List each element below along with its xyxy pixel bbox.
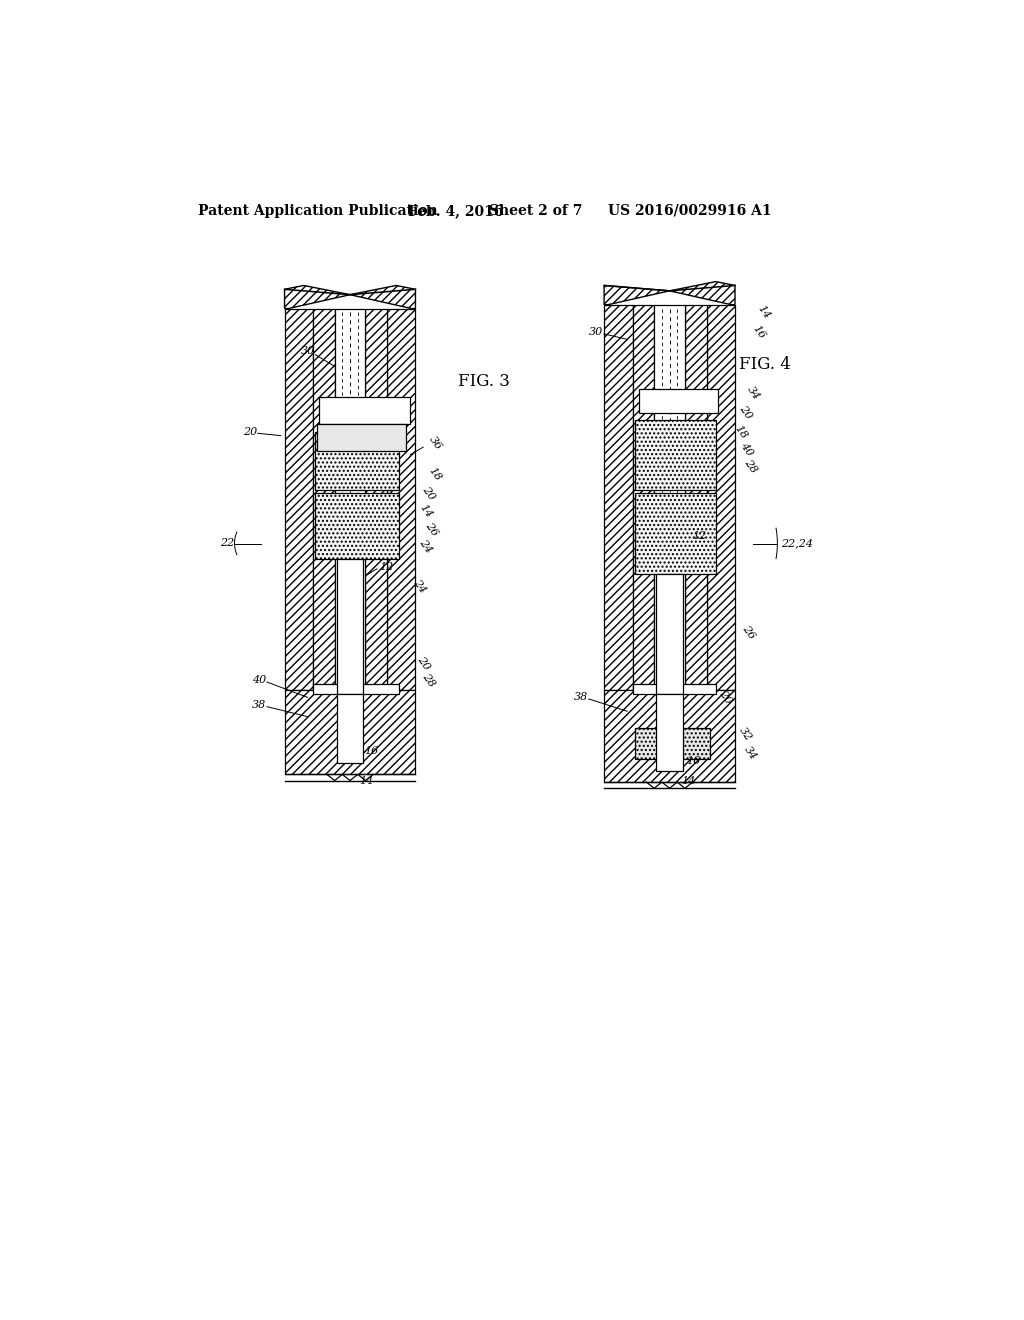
Text: Patent Application Publication: Patent Application Publication [199,203,438,218]
Text: 14: 14 [681,776,695,785]
Polygon shape [656,693,683,771]
Polygon shape [337,558,364,693]
Text: FIG. 3: FIG. 3 [458,374,510,391]
Text: 40: 40 [739,441,756,458]
Polygon shape [604,285,670,305]
Polygon shape [285,285,350,309]
Polygon shape [285,689,416,775]
Polygon shape [633,305,654,689]
Polygon shape [633,684,716,693]
Text: 38: 38 [252,700,266,710]
Polygon shape [387,309,416,689]
Text: 16: 16 [686,755,700,766]
Polygon shape [335,309,366,689]
Text: 24: 24 [412,577,428,594]
Text: 14: 14 [359,776,374,785]
Polygon shape [315,432,398,490]
Polygon shape [707,305,735,689]
Text: 22,24: 22,24 [781,539,813,548]
Text: 14: 14 [756,304,772,321]
Text: 28: 28 [742,458,759,475]
Text: 12: 12 [692,531,707,541]
Text: US 2016/0029916 A1: US 2016/0029916 A1 [608,203,772,218]
Text: 12: 12 [379,561,393,572]
Text: 34: 34 [742,744,759,762]
Polygon shape [654,305,685,689]
Polygon shape [313,309,335,689]
Text: 26: 26 [423,521,439,539]
Polygon shape [604,305,633,689]
Text: 24: 24 [418,537,434,554]
Polygon shape [319,397,410,424]
Text: Feb. 4, 2016: Feb. 4, 2016 [408,203,503,218]
Text: 16: 16 [751,323,767,341]
Text: 18: 18 [427,466,443,483]
Text: 32: 32 [737,726,754,743]
Text: 28: 28 [421,672,437,689]
Text: Sheet 2 of 7: Sheet 2 of 7 [488,203,582,218]
Polygon shape [316,424,407,451]
Polygon shape [635,729,711,759]
Polygon shape [313,684,398,693]
Polygon shape [635,420,716,490]
Text: 38: 38 [573,693,588,702]
Text: 18: 18 [733,422,750,441]
Text: 20: 20 [737,404,754,421]
Polygon shape [337,693,364,763]
Text: 22: 22 [220,539,233,548]
Polygon shape [315,494,398,558]
Text: 14: 14 [418,503,434,520]
Text: 20: 20 [421,484,437,502]
Polygon shape [639,389,718,412]
Text: 40: 40 [252,676,266,685]
Text: 36: 36 [427,434,443,451]
Text: 16: 16 [364,746,378,756]
Text: 26: 26 [740,623,757,640]
Polygon shape [635,494,716,574]
Polygon shape [670,281,735,305]
Text: 30: 30 [589,326,603,337]
Text: 30: 30 [300,346,314,356]
Text: 20: 20 [717,689,733,706]
Text: 20: 20 [416,653,432,672]
Text: 34: 34 [745,384,762,403]
Polygon shape [350,285,416,309]
Polygon shape [656,574,683,693]
Polygon shape [366,309,387,689]
Text: 20: 20 [243,426,257,437]
Polygon shape [604,689,735,781]
Polygon shape [685,305,707,689]
Text: FIG. 4: FIG. 4 [739,356,791,374]
Polygon shape [285,309,313,689]
